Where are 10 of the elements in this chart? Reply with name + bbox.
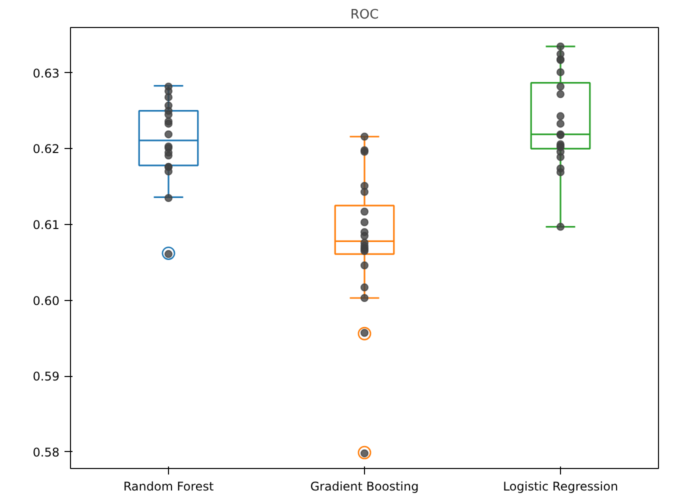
y-tick-label: 0.61: [32, 218, 60, 232]
x-tick-label: Random Forest: [123, 480, 214, 494]
chart-title: ROC: [350, 8, 379, 22]
y-tick-label: 0.62: [32, 142, 60, 156]
y-tick-label: 0.59: [32, 370, 60, 384]
y-tick-label: 0.63: [32, 66, 60, 80]
x-tick-label: Gradient Boosting: [310, 480, 419, 494]
y-tick-label: 0.60: [32, 294, 60, 308]
x-tick-label: Logistic Regression: [502, 480, 618, 494]
y-tick-label: 0.58: [32, 445, 60, 460]
